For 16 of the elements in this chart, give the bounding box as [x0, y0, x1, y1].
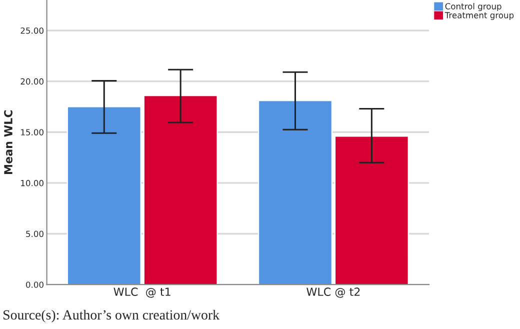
- y-tick-label: 20.00: [20, 78, 44, 85]
- bar: [66, 106, 142, 285]
- legend-label: Treatment group: [444, 12, 514, 20]
- x-tick-label: WLC @ t1: [114, 288, 170, 298]
- y-tick-label: 15.00: [21, 129, 44, 136]
- legend-label: Control group: [445, 2, 502, 12]
- y-tick-label: 5.00: [26, 230, 44, 238]
- y-tick-label: 0.00: [26, 282, 44, 288]
- y-axis-title: Mean WLC: [4, 110, 12, 174]
- bar: [143, 94, 218, 285]
- source-note: Source(s): Author’s own creation/work: [4, 310, 220, 322]
- bar: [334, 136, 409, 285]
- x-tick-label: WLC @ t2: [306, 288, 360, 298]
- y-tick-label: 25.00: [20, 27, 44, 34]
- bar: [258, 100, 332, 285]
- y-tick-label: 10.00: [21, 180, 44, 186]
